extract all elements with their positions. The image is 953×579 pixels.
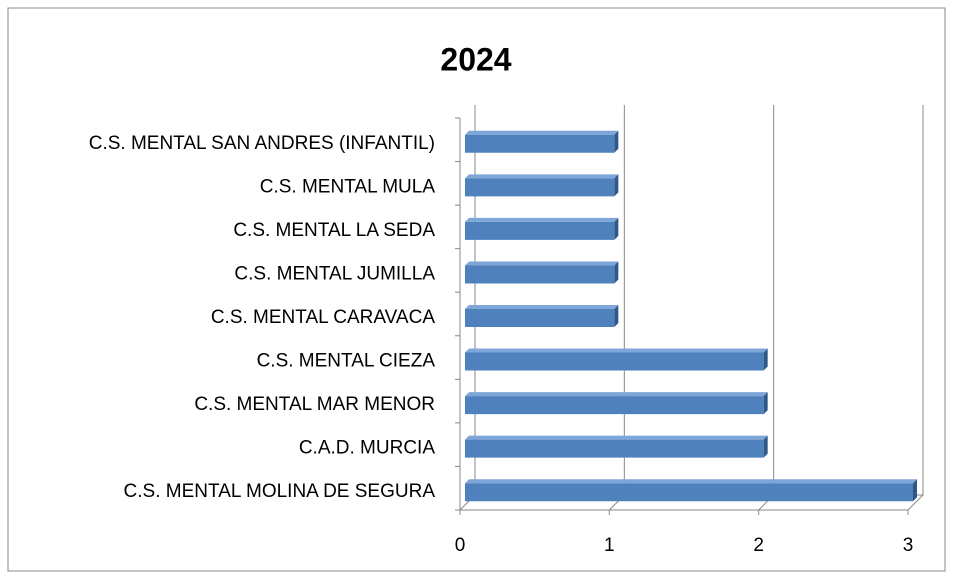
bar-face xyxy=(465,483,913,502)
bar-face xyxy=(465,221,615,240)
bar-face xyxy=(465,435,768,440)
bar-face xyxy=(465,178,615,197)
chart-title: 2024 xyxy=(440,41,511,77)
x-tick-label: 3 xyxy=(903,535,914,556)
chart-border xyxy=(7,7,946,572)
bar xyxy=(465,479,917,502)
bar-face xyxy=(614,261,619,284)
y-tick-label: C.S. MENTAL SAN ANDRES (INFANTIL) xyxy=(89,133,435,154)
bar xyxy=(465,217,619,240)
bar-face xyxy=(465,130,619,135)
bar-face xyxy=(465,261,619,266)
y-tick-label: C.S. MENTAL CARAVACA xyxy=(211,307,435,328)
bar-face xyxy=(763,435,768,458)
bar-face xyxy=(763,348,768,371)
bar xyxy=(465,174,619,197)
bar xyxy=(465,435,768,458)
x-tick-label: 2 xyxy=(753,535,764,556)
bar-face xyxy=(465,134,615,153)
y-tick-label: C.S. MENTAL LA SEDA xyxy=(233,220,435,241)
bar-face xyxy=(465,309,615,327)
bar-face xyxy=(465,348,768,353)
bar-face xyxy=(614,305,619,327)
bar-face xyxy=(614,130,619,153)
bar-face xyxy=(913,479,917,502)
bar-face xyxy=(465,396,764,415)
x-tick-label: 1 xyxy=(604,535,615,556)
bar-face xyxy=(614,217,619,240)
bar xyxy=(465,348,768,371)
grid-line xyxy=(907,105,924,511)
bar-face xyxy=(465,392,768,397)
bar-face xyxy=(465,439,764,458)
bar-face xyxy=(614,174,619,197)
bar-face xyxy=(465,305,619,309)
y-tick-label: C.A.D. MURCIA xyxy=(299,438,436,459)
y-tick-label: C.S. MENTAL JUMILLA xyxy=(234,263,435,284)
y-tick-label: C.S. MENTAL MAR MENOR xyxy=(194,394,435,415)
bar xyxy=(465,261,619,284)
bar-face xyxy=(465,174,619,179)
bar-face xyxy=(465,479,917,484)
bar xyxy=(465,305,619,327)
bar xyxy=(465,392,768,415)
bar-face xyxy=(465,352,764,371)
bar-face xyxy=(763,392,768,415)
bar xyxy=(465,130,619,153)
y-tick-label: C.S. MENTAL CIEZA xyxy=(257,351,436,372)
y-tick-label: C.S. MENTAL MOLINA DE SEGURA xyxy=(124,481,436,502)
y-tick-label: C.S. MENTAL MULA xyxy=(260,176,436,197)
bar-face xyxy=(465,217,619,222)
x-tick-label: 0 xyxy=(455,535,466,556)
bar-face xyxy=(465,265,615,284)
